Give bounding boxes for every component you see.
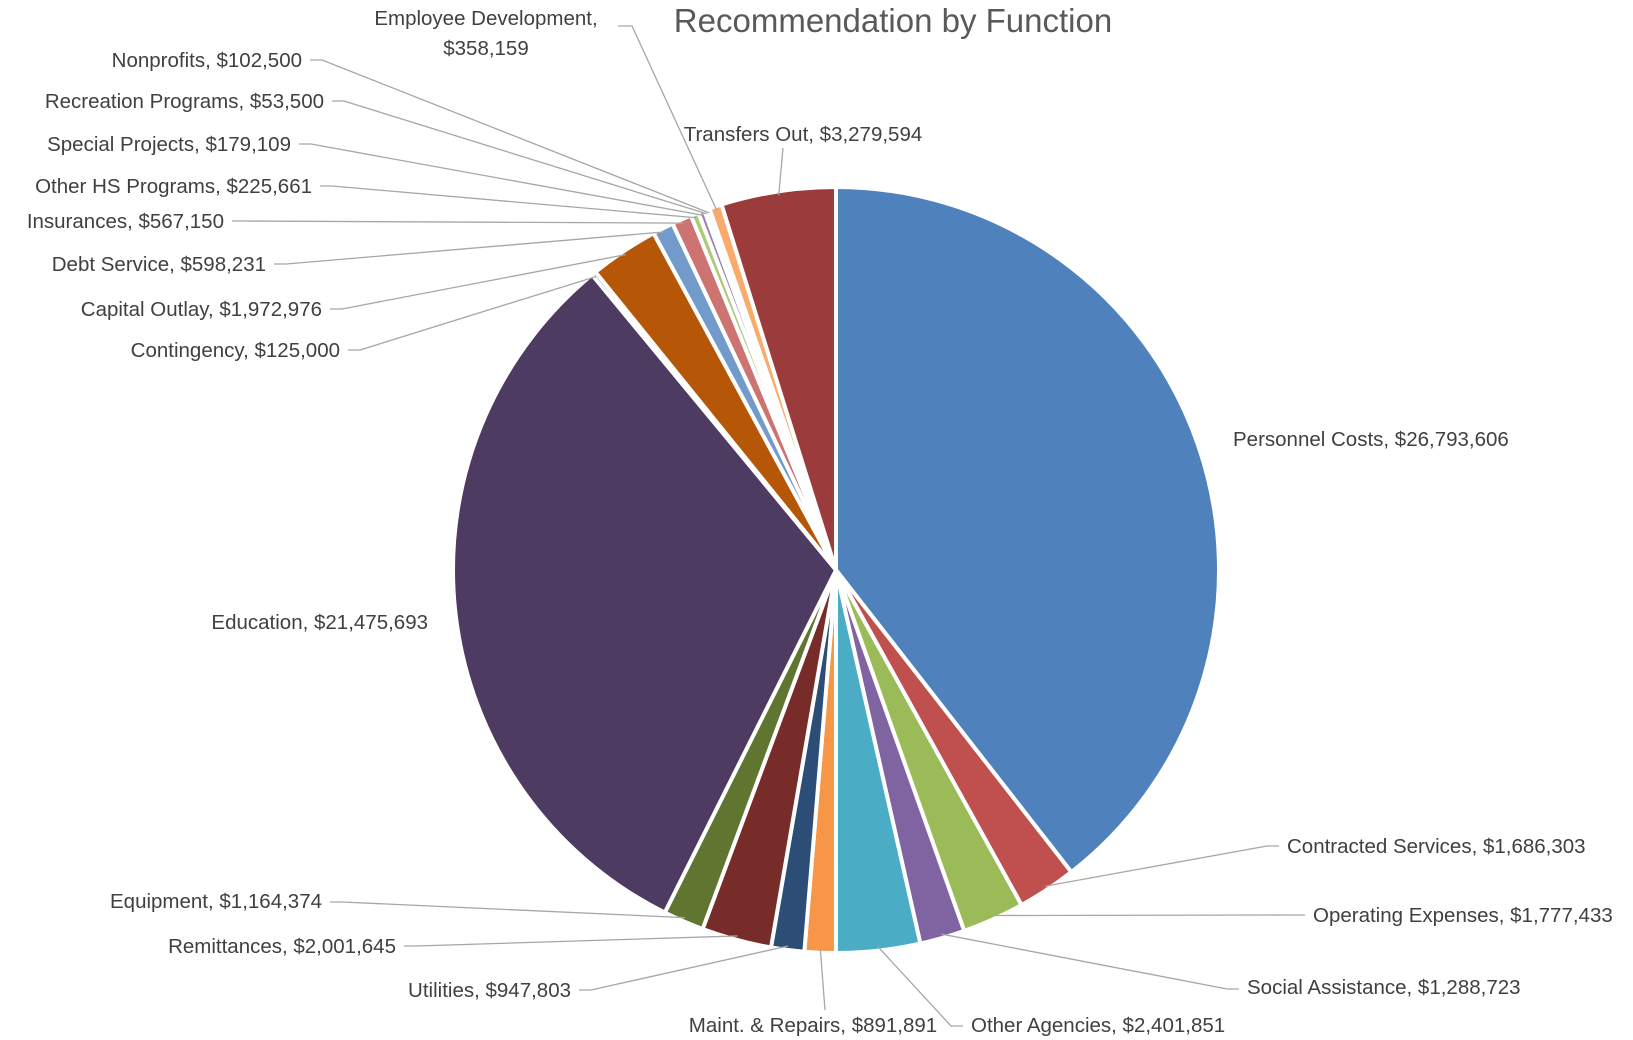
label-nonprofits: Nonprofits, $102,500 [112,49,302,72]
pie-slices [451,185,1221,956]
slice-education [451,272,838,915]
leader-operating-expenses [991,914,1305,917]
leader-nonprofits [310,59,710,214]
slice-personnel-costs [834,185,1221,875]
label-debt-service: Debt Service, $598,231 [52,253,266,276]
leader-maint-repairs [819,948,826,1011]
leader-transfers-out [778,147,784,196]
leader-other-agencies [877,946,963,1027]
label-special-projects: Special Projects, $179,109 [47,133,291,156]
chart-title: Recommendation by Function [674,2,1112,39]
slice-transfers-out [719,185,838,572]
leader-debt-service [274,231,665,265]
leader-contracted-services [1044,845,1279,887]
label-contracted-services: Contracted Services, $1,686,303 [1287,835,1586,858]
leader-capital-outlay [330,253,626,310]
leader-equipment [330,901,686,919]
leader-remittances [404,935,738,947]
label-transfers-out: Transfers Out, $3,279,594 [684,123,923,146]
leader-other-hs-programs [320,185,697,219]
label-utilities: Utilities, $947,803 [408,979,571,1002]
label-social-assistance: Social Assistance, $1,288,723 [1247,976,1521,999]
label-maint-repairs: Maint. & Repairs, $891,891 [689,1014,937,1037]
label-employee-development: Employee Development, $358,159 [374,7,597,60]
leader-lines [232,25,1305,1027]
leader-insurances [232,220,684,224]
label-capital-outlay: Capital Outlay, $1,972,976 [81,298,322,321]
label-other-agencies: Other Agencies, $2,401,851 [971,1014,1225,1037]
leader-special-projects [299,143,703,216]
data-labels: Personnel Costs, $26,793,606 Contracted S… [27,7,1613,1037]
leader-social-assistance [941,933,1239,990]
label-insurances: Insurances, $567,150 [27,210,224,233]
leader-employee-development [618,25,718,211]
leader-recreation-programs [332,100,707,215]
leader-utilities [579,945,789,991]
label-recreation-programs: Recreation Programs, $53,500 [45,90,324,113]
label-operating-expenses: Operating Expenses, $1,777,433 [1313,904,1613,927]
label-remittances: Remittances, $2,001,645 [168,935,396,958]
label-contingency: Contingency, $125,000 [131,339,340,362]
label-personnel-costs: Personnel Costs, $26,793,606 [1233,428,1509,451]
label-education: Education, $21,475,693 [211,611,428,634]
label-other-hs-programs: Other HS Programs, $225,661 [35,175,312,198]
label-equipment: Equipment, $1,164,374 [110,890,322,913]
leader-contingency [348,275,597,351]
